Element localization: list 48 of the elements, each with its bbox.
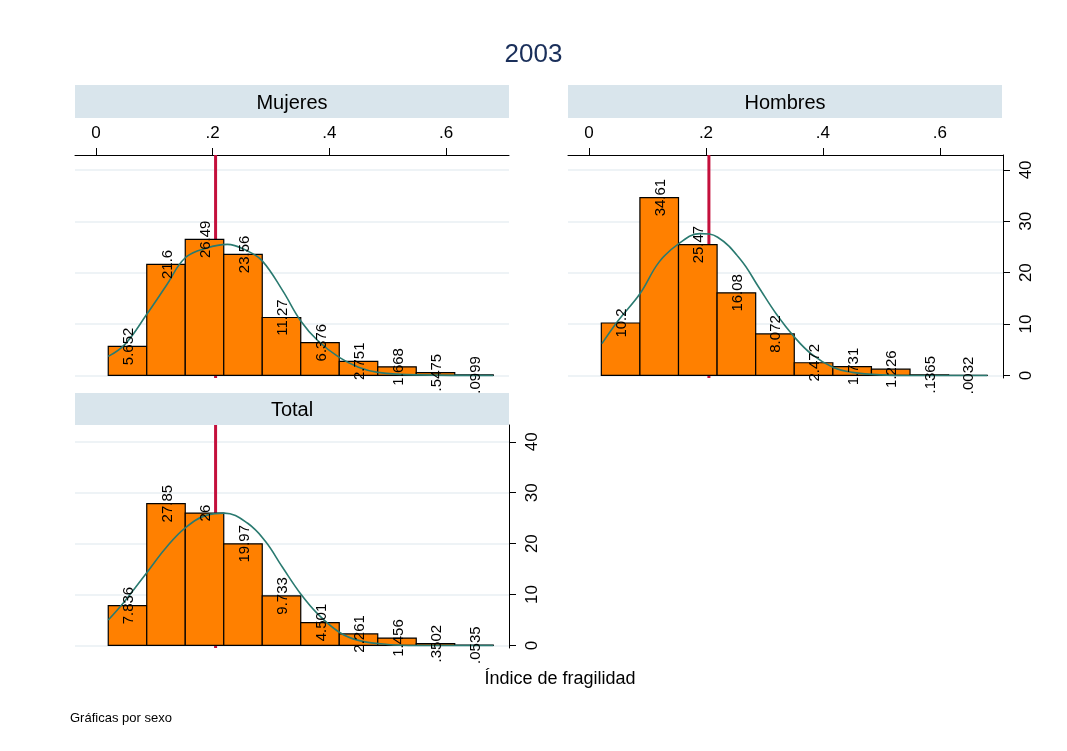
data-label: 23.56 (234, 235, 252, 274)
data-label: 6.376 (311, 323, 329, 362)
y-tick-label: 40 (522, 432, 541, 452)
y-tick-label: 10 (1016, 314, 1035, 334)
data-label: 34.61 (650, 178, 668, 217)
data-label: 1.226 (882, 350, 900, 388)
data-label: 21.6 (157, 249, 175, 280)
text: Gráficas por sexo (70, 710, 172, 725)
data-label: 1.731 (843, 347, 861, 386)
y-tick-label: 0 (1016, 370, 1035, 381)
chart-title: Mujeres (256, 90, 328, 113)
data-label: 16.08 (727, 274, 745, 312)
data-label: 26 (196, 504, 213, 522)
x-tick-label: 0 (91, 123, 101, 142)
x-tick-label: .2 (698, 123, 714, 142)
data-label: 8.072 (766, 315, 784, 353)
data-label: 11.27 (273, 299, 290, 336)
data-label: .1365 (920, 355, 938, 394)
x-tick-label: 0 (584, 123, 594, 142)
x-tick-label: .2 (205, 123, 220, 142)
y-tick-label: 20 (522, 534, 541, 554)
data-label: 1.456 (388, 619, 406, 657)
y-tick-label: 20 (1016, 263, 1035, 283)
y-tick-label: 30 (1016, 211, 1035, 231)
data-label: 1.668 (388, 348, 406, 386)
data-label: 9.733 (273, 577, 290, 615)
x-tick-label: .4 (815, 123, 831, 142)
data-label: .0535 (465, 626, 483, 664)
x-tick-label: .4 (322, 123, 337, 142)
chart-title: Total (270, 398, 314, 420)
data-label: .0999 (465, 356, 483, 394)
data-label: 10.2 (612, 308, 630, 338)
x-tick-label: .6 (438, 123, 454, 142)
chart-title: Hombres (744, 90, 826, 113)
data-label: 19.97 (234, 525, 252, 563)
data-label: 27.85 (157, 484, 175, 523)
x-tick-label: .6 (932, 123, 947, 142)
y-tick-label: 30 (522, 483, 541, 503)
y-tick-label: 40 (1016, 160, 1035, 180)
y-tick-label: 0 (522, 640, 541, 651)
data-label: 5.652 (119, 327, 136, 366)
x-axis-title: Índice de fragilidad (483, 668, 637, 689)
data-label: 25.47 (689, 225, 707, 264)
text: 2003 (503, 38, 564, 69)
data-label: 2.261 (350, 615, 367, 653)
data-label: 26.49 (196, 220, 213, 259)
y-tick-label: 10 (522, 585, 541, 604)
data-label: .0032 (959, 356, 977, 395)
